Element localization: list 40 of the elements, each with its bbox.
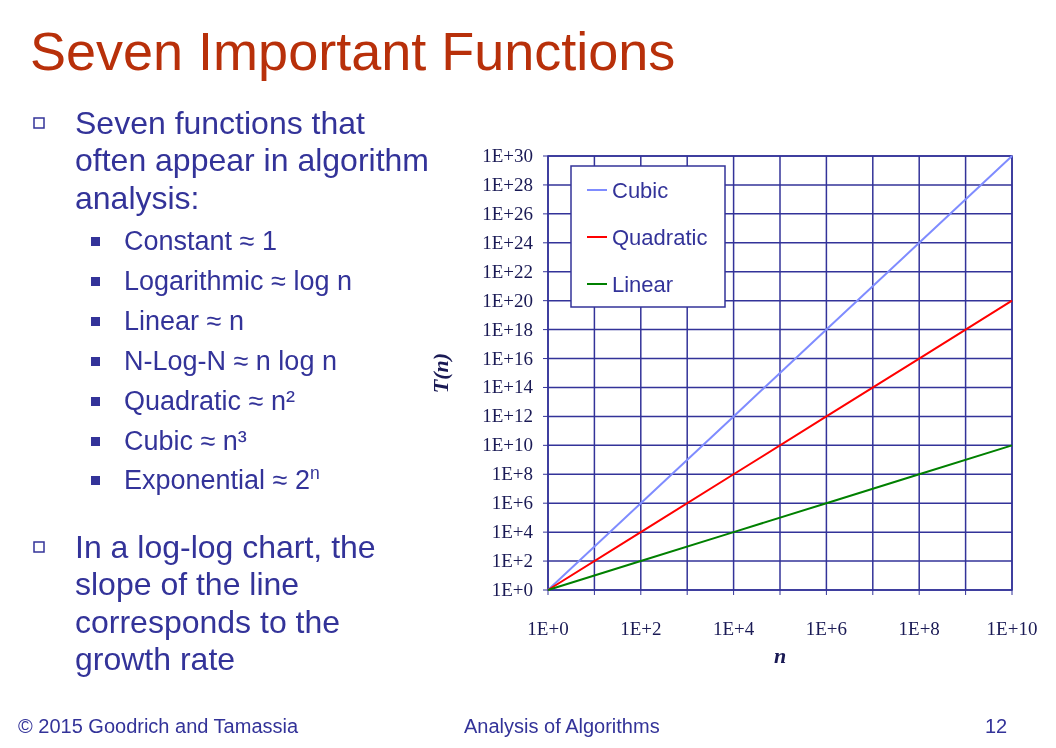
legend-label: Linear: [612, 272, 674, 297]
text: Cubic ≈ n³: [124, 426, 247, 456]
y-tick-label: 1E+0: [491, 579, 533, 600]
text: Exponential ≈ 2$^{n}$: [124, 463, 320, 495]
legend-label: Quadratic: [612, 225, 708, 250]
y-tick-label: 1E+4: [491, 521, 534, 543]
y-tick-label: 1E+14: [482, 376, 534, 398]
y-tick-label: 1E+18: [482, 318, 533, 340]
text: In a log-log chart, the slope of the line corresponds to the growth rate: [75, 529, 376, 678]
y-tick-label: 1E+28: [482, 173, 533, 195]
y-tick-label: 1E+6: [491, 492, 533, 514]
chart-title: Seven Important Functions: [30, 21, 676, 81]
x-tick-label: 1E+8: [898, 618, 940, 639]
text: Seven functions that often appear in algorithm analysis:: [75, 105, 429, 216]
x-tick-label: 1E+0: [527, 618, 569, 639]
y-tick-label: 1E+16: [482, 347, 533, 369]
text: Analysis of Algorithms: [464, 715, 660, 737]
y-tick-label: 1E+10: [482, 434, 533, 456]
text: Logarithmic ≈ log n: [124, 266, 352, 296]
y-axis-title: T(n): [428, 352, 453, 394]
y-tick-label: 1E+2: [491, 550, 533, 572]
y-tick-label: 1E+30: [482, 145, 533, 166]
y-tick-label: 1E+8: [491, 463, 533, 485]
text: © 2015 Goodrich and Tamassia: [18, 715, 299, 737]
y-tick-label: 1E+26: [482, 202, 533, 224]
x-axis-title: n: [773, 643, 787, 668]
y-tick-label: 1E+12: [482, 405, 533, 427]
y-tick-label: 1E+22: [482, 260, 533, 282]
text: N-Log-N ≈ n log n: [124, 346, 337, 376]
text: Quadratic ≈ n²: [124, 386, 295, 416]
x-tick-label: 1E+10: [986, 618, 1038, 639]
x-tick-label: 1E+2: [620, 618, 662, 639]
x-tick-label: 1E+6: [805, 618, 848, 639]
y-tick-label: 1E+20: [482, 289, 533, 311]
legend-label: Cubic: [612, 178, 669, 203]
text: Linear ≈ n: [124, 306, 244, 336]
text: Constant ≈ 1: [124, 226, 277, 256]
text: 12: [985, 715, 1008, 737]
y-tick-label: 1E+24: [482, 231, 534, 253]
x-tick-label: 1E+4: [712, 618, 755, 639]
